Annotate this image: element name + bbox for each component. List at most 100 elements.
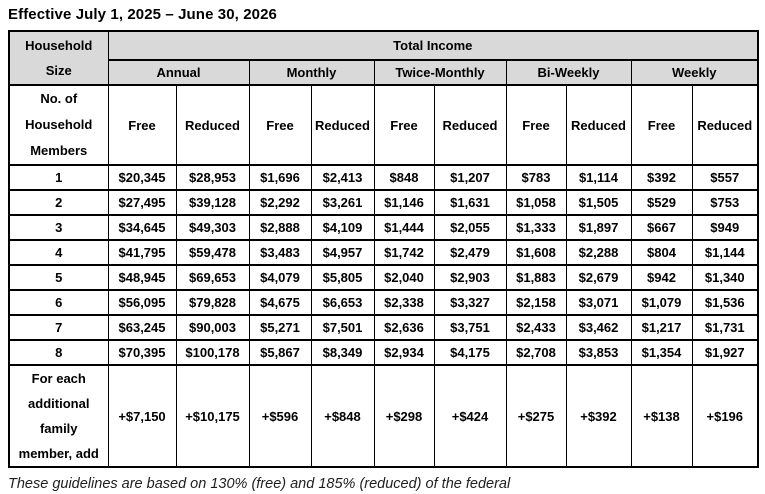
table-row: 6 $56,095 $79,828 $4,675 $6,653 $2,338 $3,327 $… bbox=[8, 289, 759, 316]
income-cell: $1,207 bbox=[433, 164, 507, 191]
additional-amount-cell: +$7,150 bbox=[107, 364, 177, 468]
table-row: 8 $70,395 $100,178 $5,867 $8,349 $2,934 $4,175… bbox=[8, 339, 759, 366]
income-cell: $1,217 bbox=[630, 314, 693, 341]
income-cell: $2,888 bbox=[248, 214, 312, 241]
income-cell: $1,608 bbox=[505, 239, 567, 266]
additional-amount-cell: +$275 bbox=[505, 364, 567, 468]
additional-amount-cell: +$10,175 bbox=[175, 364, 250, 468]
income-cell: $2,679 bbox=[565, 264, 632, 291]
income-cell: $69,653 bbox=[175, 264, 250, 291]
footnote: These guidelines are based on 130% (free… bbox=[8, 476, 511, 492]
income-cell: $59,478 bbox=[175, 239, 250, 266]
member-size-cell: 3 bbox=[8, 214, 109, 241]
income-cell: $20,345 bbox=[107, 164, 177, 191]
period-header: Bi-Weekly bbox=[505, 59, 632, 86]
income-cell: $1,927 bbox=[691, 339, 759, 366]
income-cell: $5,271 bbox=[248, 314, 312, 341]
income-cell: $1,444 bbox=[373, 214, 435, 241]
income-cell: $848 bbox=[373, 164, 435, 191]
income-cell: $804 bbox=[630, 239, 693, 266]
effective-dates-title: Effective July 1, 2025 – June 30, 2026 bbox=[8, 6, 277, 23]
income-cell: $1,536 bbox=[691, 289, 759, 316]
member-size-cell: 2 bbox=[8, 189, 109, 216]
income-cell: $3,462 bbox=[565, 314, 632, 341]
income-cell: $1,333 bbox=[505, 214, 567, 241]
income-cell: $28,953 bbox=[175, 164, 250, 191]
table-row: 5 $48,945 $69,653 $4,079 $5,805 $2,040 $2,903 $… bbox=[8, 264, 759, 291]
free-header: Free bbox=[505, 84, 567, 166]
income-cell: $1,505 bbox=[565, 189, 632, 216]
income-cell: $2,433 bbox=[505, 314, 567, 341]
header-row-free-reduced: No. of Household Members Free Reduced Free… bbox=[8, 84, 759, 166]
table-row: 3 $34,645 $49,303 $2,888 $4,109 $1,444 $2,055 $… bbox=[8, 214, 759, 241]
income-cell: $27,495 bbox=[107, 189, 177, 216]
income-cell: $39,128 bbox=[175, 189, 250, 216]
additional-amount-cell: +$196 bbox=[691, 364, 759, 468]
table-row: 4 $41,795 $59,478 $3,483 $4,957 $1,742 $2,479 $… bbox=[8, 239, 759, 266]
income-cell: $2,708 bbox=[505, 339, 567, 366]
income-cell: $3,483 bbox=[248, 239, 312, 266]
income-cell: $2,413 bbox=[310, 164, 375, 191]
income-cell: $3,751 bbox=[433, 314, 507, 341]
reduced-header: Reduced bbox=[565, 84, 632, 166]
income-cell: $1,079 bbox=[630, 289, 693, 316]
income-cell: $90,003 bbox=[175, 314, 250, 341]
income-cell: $1,354 bbox=[630, 339, 693, 366]
income-cell: $2,636 bbox=[373, 314, 435, 341]
member-size-cell: 1 bbox=[8, 164, 109, 191]
member-size-cell: 4 bbox=[8, 239, 109, 266]
income-cell: $70,395 bbox=[107, 339, 177, 366]
income-cell: $4,675 bbox=[248, 289, 312, 316]
member-size-cell: 6 bbox=[8, 289, 109, 316]
income-cell: $2,158 bbox=[505, 289, 567, 316]
income-cell: $4,957 bbox=[310, 239, 375, 266]
income-cell: $2,292 bbox=[248, 189, 312, 216]
additional-amount-cell: +$298 bbox=[373, 364, 435, 468]
income-cell: $2,338 bbox=[373, 289, 435, 316]
reduced-header: Reduced bbox=[310, 84, 375, 166]
income-cell: $2,055 bbox=[433, 214, 507, 241]
income-cell: $8,349 bbox=[310, 339, 375, 366]
income-cell: $1,731 bbox=[691, 314, 759, 341]
income-cell: $3,071 bbox=[565, 289, 632, 316]
member-size-cell: 5 bbox=[8, 264, 109, 291]
income-cell: $7,501 bbox=[310, 314, 375, 341]
reduced-header: Reduced bbox=[433, 84, 507, 166]
additional-amount-cell: +$392 bbox=[565, 364, 632, 468]
member-size-cell: 7 bbox=[8, 314, 109, 341]
total-income-header: Total Income bbox=[107, 30, 759, 61]
income-cell: $79,828 bbox=[175, 289, 250, 316]
free-header: Free bbox=[107, 84, 177, 166]
income-cell: $783 bbox=[505, 164, 567, 191]
additional-amount-cell: +$848 bbox=[310, 364, 375, 468]
income-cell: $1,696 bbox=[248, 164, 312, 191]
table-row: 1 $20,345 $28,953 $1,696 $2,413 $848 $1,207 $78… bbox=[8, 164, 759, 191]
income-cell: $48,945 bbox=[107, 264, 177, 291]
income-cell: $3,261 bbox=[310, 189, 375, 216]
table-row: 7 $63,245 $90,003 $5,271 $7,501 $2,636 $3,751 $… bbox=[8, 314, 759, 341]
period-header: Twice-Monthly bbox=[373, 59, 507, 86]
income-cell: $5,867 bbox=[248, 339, 312, 366]
income-cell: $753 bbox=[691, 189, 759, 216]
income-cell: $1,058 bbox=[505, 189, 567, 216]
free-header: Free bbox=[630, 84, 693, 166]
free-header: Free bbox=[373, 84, 435, 166]
income-cell: $942 bbox=[630, 264, 693, 291]
income-cell: $4,175 bbox=[433, 339, 507, 366]
additional-amount-cell: +$424 bbox=[433, 364, 507, 468]
income-cell: $2,479 bbox=[433, 239, 507, 266]
income-cell: $34,645 bbox=[107, 214, 177, 241]
additional-member-label: For each additional family member, add bbox=[8, 364, 109, 468]
income-cell: $41,795 bbox=[107, 239, 177, 266]
additional-amount-cell: +$138 bbox=[630, 364, 693, 468]
income-cell: $1,631 bbox=[433, 189, 507, 216]
header-row-periods: Annual Monthly Twice-Monthly Bi-Weekly Weekl… bbox=[9, 59, 759, 86]
header-row-total-income: Household Size Total Income bbox=[8, 30, 759, 86]
member-size-cell: 8 bbox=[8, 339, 109, 366]
income-cell: $392 bbox=[630, 164, 693, 191]
income-cell: $3,327 bbox=[433, 289, 507, 316]
table-row: 2 $27,495 $39,128 $2,292 $3,261 $1,146 $1,631 $… bbox=[8, 189, 759, 216]
period-header: Monthly bbox=[248, 59, 375, 86]
income-cell: $949 bbox=[691, 214, 759, 241]
